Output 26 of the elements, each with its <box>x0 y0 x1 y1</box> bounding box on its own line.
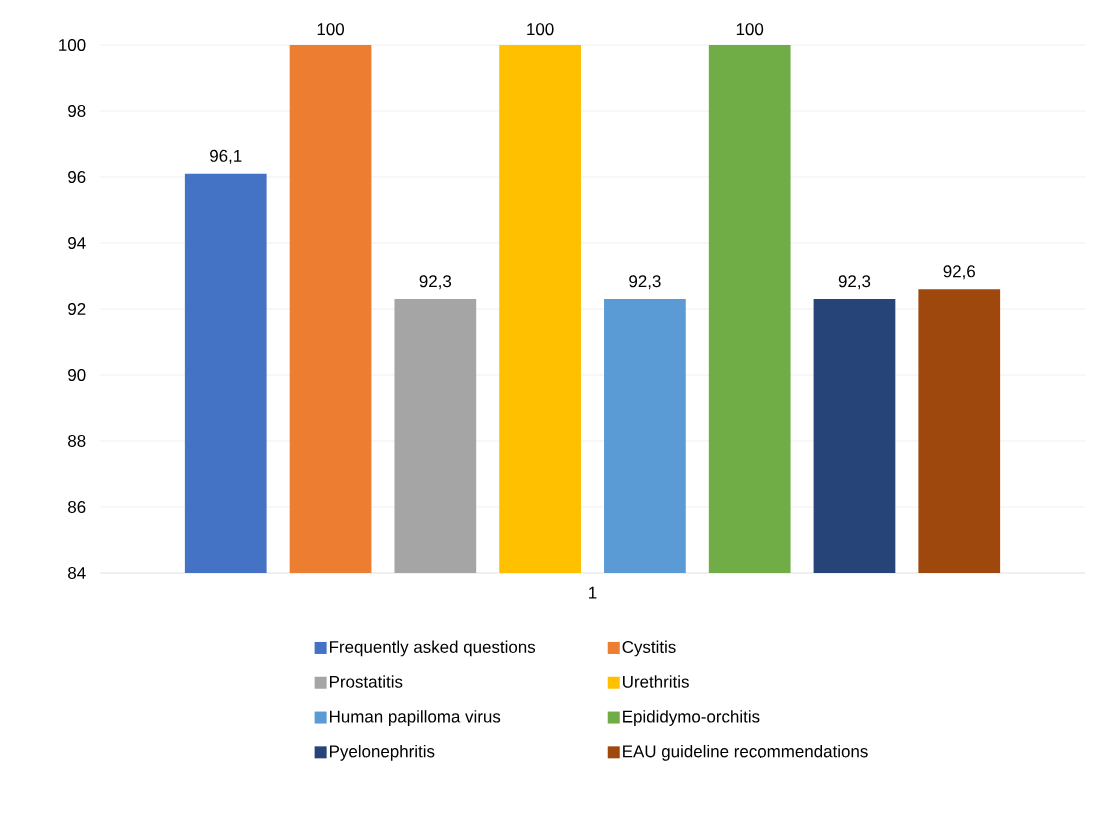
data-label: 96,1 <box>210 149 242 164</box>
data-label: 92,3 <box>629 275 661 290</box>
y-tick-label: 94 <box>68 237 86 249</box>
y-tick-label: 92 <box>68 303 86 315</box>
data-label: 92,3 <box>838 275 871 290</box>
legend-label: Urethritis <box>623 675 689 688</box>
legend-label: Human papilloma virus <box>330 710 501 726</box>
y-tick-label: 86 <box>68 501 86 513</box>
legend-label: Prostatitis <box>330 675 403 688</box>
y-tick-label: 98 <box>68 105 86 117</box>
data-label: 92,6 <box>943 265 975 280</box>
data-label: 100 <box>736 23 764 36</box>
data-label: 92,3 <box>419 275 452 290</box>
y-tick-label: 100 <box>59 39 86 51</box>
y-tick-label: 96 <box>68 171 86 183</box>
legend-label: Pyelonephritis <box>330 744 435 761</box>
legend-label: EAU guideline recommendations <box>623 744 868 761</box>
data-label: 100 <box>317 23 344 36</box>
legend-label: Frequently asked questions <box>330 640 536 657</box>
legend-label: Epididymo-orchitis <box>623 710 760 726</box>
y-tick-label: 88 <box>68 435 86 447</box>
y-tick-label: 90 <box>68 369 86 381</box>
legend-label: Cystitis <box>622 640 676 657</box>
y-tick-label: 84 <box>68 567 86 579</box>
data-label: 100 <box>527 23 554 36</box>
x-tick-label: 1 <box>589 586 597 599</box>
